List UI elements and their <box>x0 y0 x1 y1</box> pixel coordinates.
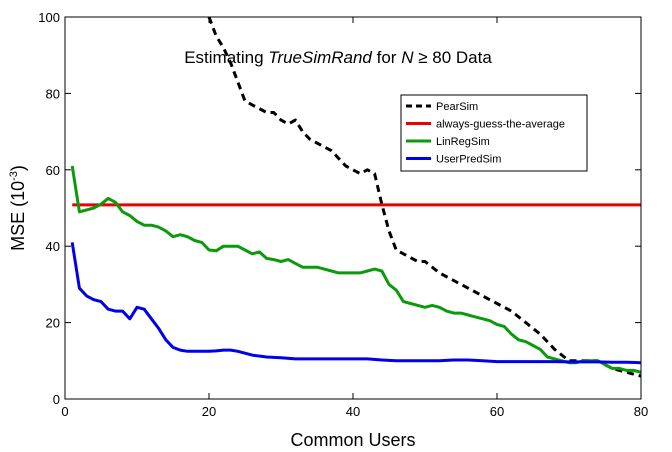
y-tick-label: 100 <box>38 10 60 25</box>
y-axis-label-close: ) <box>8 165 28 171</box>
legend-box <box>400 94 588 172</box>
plot-area <box>65 17 641 399</box>
legend-label-userpredsim: UserPredSim <box>436 154 501 166</box>
y-axis-label: MSE (10-3) <box>8 165 28 251</box>
title-prefix: Estimating <box>184 48 268 67</box>
title-mid: for <box>372 48 401 67</box>
title-italic-var: N <box>401 48 414 67</box>
y-tick-label: 40 <box>46 239 60 254</box>
x-tick-label: 0 <box>61 404 68 419</box>
x-axis-label: Common Users <box>290 430 415 450</box>
x-tick-label: 60 <box>490 404 504 419</box>
y-tick-label: 0 <box>53 392 60 407</box>
ticks-layer: 0 20 40 60 80 0 20 40 60 80 100 <box>38 10 648 419</box>
y-tick-label: 80 <box>46 86 60 101</box>
legend: PearSim always-guess-the-average LinRegSim… <box>400 94 588 172</box>
x-tick-label: 80 <box>634 404 648 419</box>
series-line-linregsim <box>70 165 641 374</box>
series-layer <box>70 17 641 378</box>
series-line-pearsim <box>207 17 641 378</box>
x-tick-label: 20 <box>202 404 216 419</box>
y-tick-label: 60 <box>46 163 60 178</box>
series-line-userpredsim <box>70 242 641 365</box>
y-axis-label-base: MSE (10 <box>8 181 28 251</box>
legend-items: PearSim always-guess-the-average LinRegSim… <box>406 101 565 166</box>
legend-label-always-guess-the-average: always-guess-the-average <box>436 119 565 131</box>
x-tick-label: 40 <box>346 404 360 419</box>
title-suffix: ≥ 80 Data <box>413 48 492 67</box>
y-axis-label-exponent: -3 <box>8 171 20 181</box>
y-tick-label: 20 <box>46 316 60 331</box>
legend-label-pearsim: PearSim <box>436 101 478 113</box>
legend-label-linregsim: LinRegSim <box>436 136 490 148</box>
title-italic-name: TrueSimRand <box>268 48 372 67</box>
chart-title: Estimating TrueSimRand for N ≥ 80 Data <box>184 48 492 67</box>
